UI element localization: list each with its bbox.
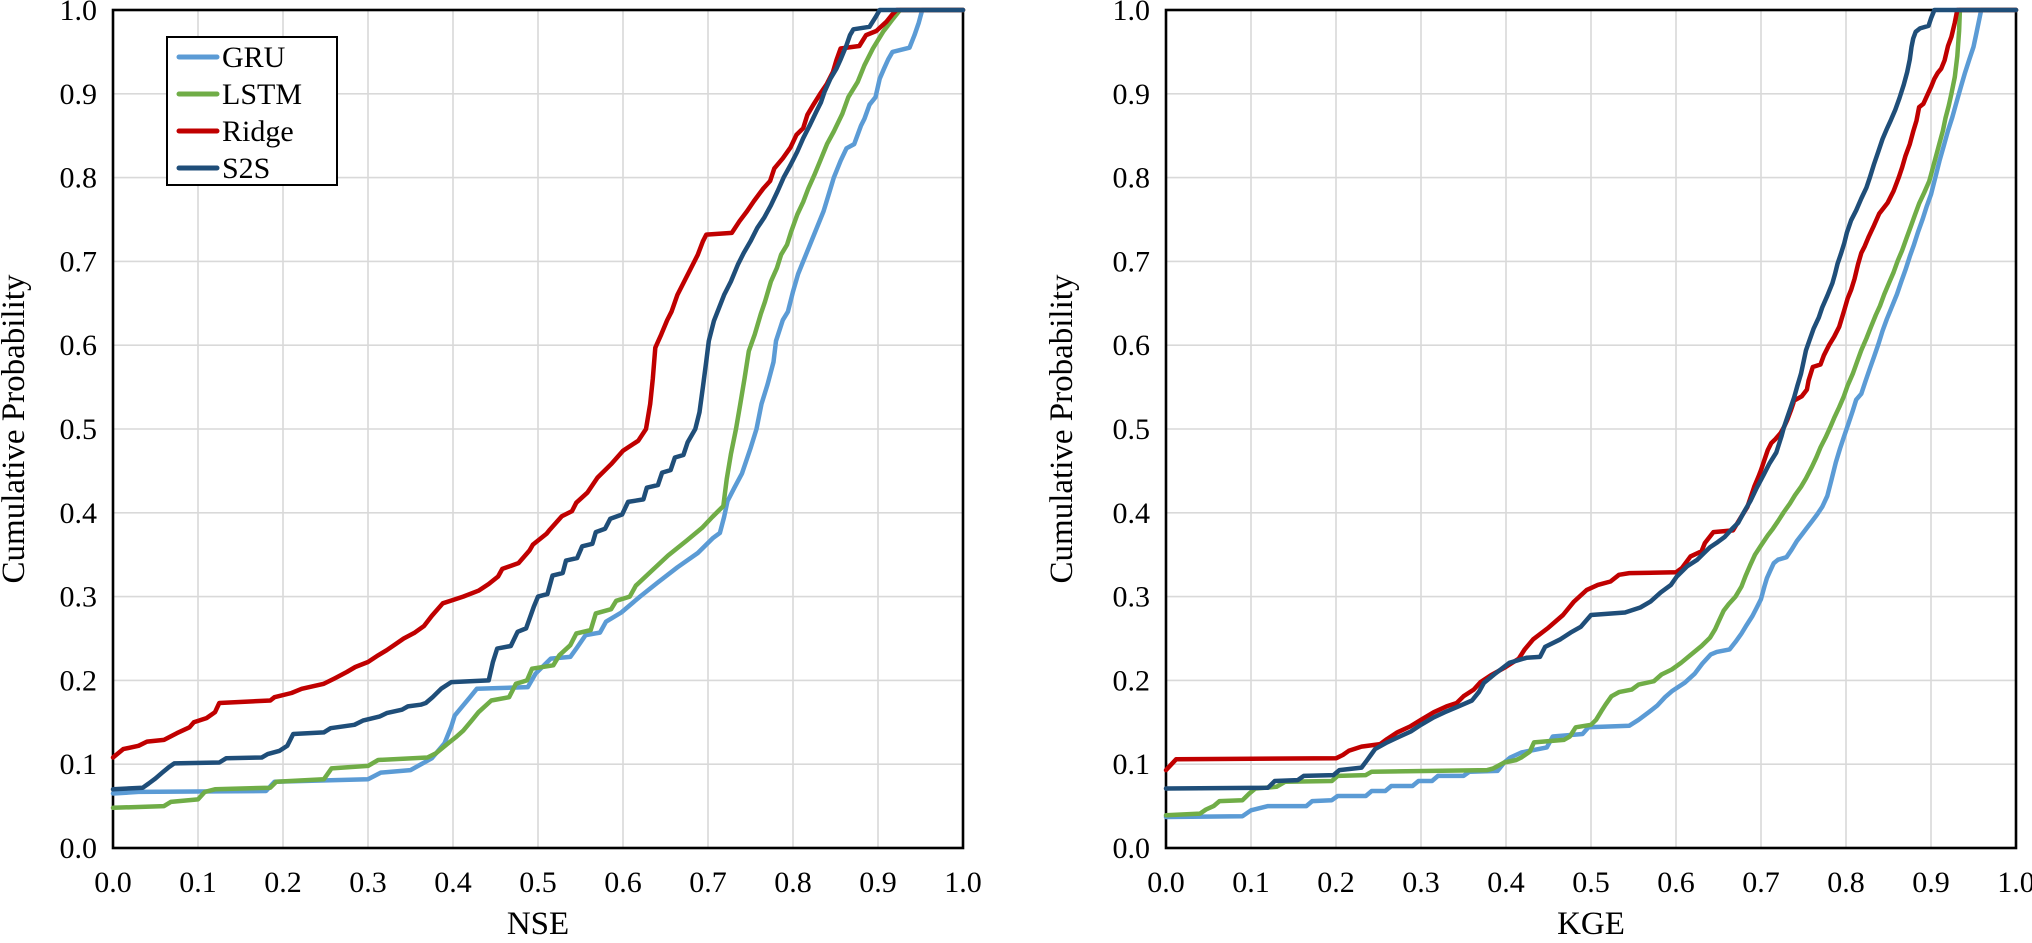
y-tick-label: 0.4 bbox=[1113, 497, 1151, 530]
legend-label-s2s: S2S bbox=[222, 152, 270, 185]
series-line-lstm bbox=[110, 7, 966, 811]
legend: GRU LSTM Ridge S2S bbox=[166, 36, 338, 186]
x-tick-label: 0.2 bbox=[1317, 866, 1355, 899]
x-tick-label: 0.1 bbox=[179, 866, 217, 899]
x-tick-label: 0.6 bbox=[1657, 866, 1695, 899]
y-tick-label: 0.0 bbox=[60, 832, 98, 865]
y-tick-label: 0.1 bbox=[60, 748, 98, 781]
y-tick-label: 0.7 bbox=[1113, 245, 1151, 278]
x-tick-label: 0.1 bbox=[1232, 866, 1270, 899]
x-tick-label: 0.8 bbox=[774, 866, 812, 899]
y-tick-label: 0.8 bbox=[1113, 162, 1151, 195]
y-tick-label: 1.0 bbox=[1113, 0, 1151, 27]
series-line-gru bbox=[110, 7, 966, 796]
y-tick-label: 0.3 bbox=[1113, 581, 1151, 614]
y-tick-label: 0.9 bbox=[60, 78, 98, 111]
x-tick-label: 0.3 bbox=[349, 866, 387, 899]
x-tick-label: 0.0 bbox=[94, 866, 132, 899]
y-tick-label: 0.4 bbox=[60, 497, 98, 530]
series-line-s2s bbox=[1163, 7, 2019, 791]
x-tick-label: 0.4 bbox=[1487, 866, 1525, 899]
y-tick-label: 0.2 bbox=[60, 664, 98, 697]
legend-label-gru: GRU bbox=[222, 41, 286, 74]
y-tick-label: 0.6 bbox=[60, 329, 98, 362]
y-tick-label: 0.3 bbox=[60, 581, 98, 614]
x-tick-label: 1.0 bbox=[1997, 866, 2032, 899]
x-tick-label: 0.0 bbox=[1147, 866, 1185, 899]
x-tick-label: 0.2 bbox=[264, 866, 302, 899]
y-axis-title: Cumulative Probability bbox=[0, 274, 32, 583]
y-tick-label: 1.0 bbox=[60, 0, 98, 27]
x-axis-title: NSE bbox=[507, 906, 569, 942]
x-tick-label: 0.8 bbox=[1827, 866, 1865, 899]
x-tick-label: 0.5 bbox=[519, 866, 557, 899]
x-tick-label: 0.4 bbox=[434, 866, 472, 899]
series-line-s2s bbox=[110, 7, 966, 792]
y-tick-label: 0.5 bbox=[1113, 413, 1151, 446]
y-tick-label: 0.9 bbox=[1113, 78, 1151, 111]
series-line-lstm bbox=[1163, 7, 2019, 818]
x-tick-label: 0.7 bbox=[1742, 866, 1780, 899]
x-axis-title: KGE bbox=[1557, 906, 1625, 942]
x-tick-label: 0.3 bbox=[1402, 866, 1440, 899]
x-tick-label: 1.0 bbox=[944, 866, 982, 899]
y-tick-label: 0.6 bbox=[1113, 329, 1151, 362]
y-tick-label: 0.7 bbox=[60, 245, 98, 278]
nse-panel: 0.0 0.1 0.2 0.3 0.4 0.5 0.6 0.7 0.8 0.9 1.0 0.0 0.1 0… bbox=[0, 0, 982, 942]
x-tick-label: 0.5 bbox=[1572, 866, 1610, 899]
x-tick-label: 0.9 bbox=[859, 866, 897, 899]
kge-plot-border bbox=[1164, 8, 2018, 850]
y-tick-label: 0.1 bbox=[1113, 748, 1151, 781]
nse-plot-border bbox=[111, 8, 965, 850]
kge-panel: 0.0 0.1 0.2 0.3 0.4 0.5 0.6 0.7 0.8 0.9 1.0 0.0 0.1 0… bbox=[1044, 0, 2032, 942]
series-line-gru bbox=[1163, 7, 2019, 820]
legend-box bbox=[166, 36, 338, 186]
y-axis-title: Cumulative Probability bbox=[1044, 274, 1080, 583]
x-tick-label: 0.9 bbox=[1912, 866, 1950, 899]
y-tick-label: 0.2 bbox=[1113, 664, 1151, 697]
y-tick-label: 0.5 bbox=[60, 413, 98, 446]
legend-label-lstm: LSTM bbox=[222, 78, 302, 111]
y-tick-label: 0.8 bbox=[60, 162, 98, 195]
y-tick-label: 0.0 bbox=[1113, 832, 1151, 865]
x-tick-label: 0.7 bbox=[689, 866, 727, 899]
legend-label-ridge: Ridge bbox=[222, 115, 294, 148]
x-tick-label: 0.6 bbox=[604, 866, 642, 899]
series-line-ridge bbox=[1163, 7, 2019, 773]
series-line-ridge bbox=[110, 7, 966, 760]
